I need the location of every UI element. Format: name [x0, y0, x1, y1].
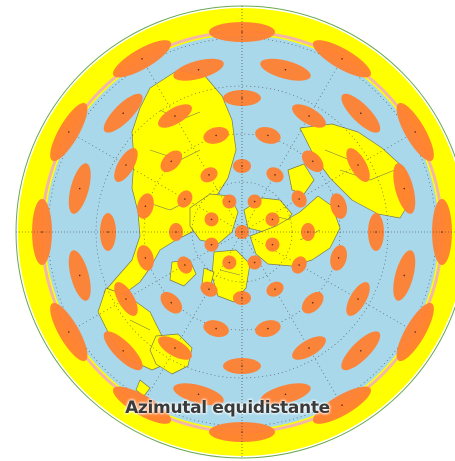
tissot-center-69 [414, 131, 417, 133]
tissot-center-15 [184, 264, 186, 266]
tissot-center-64 [41, 231, 43, 233]
central-axes [16, 6, 455, 458]
tissot-center-53 [122, 112, 125, 115]
north-america [103, 69, 237, 301]
tissot-center-6 [210, 218, 213, 221]
tissot-center-59 [414, 331, 417, 333]
tissot-center-68 [341, 57, 343, 60]
tissot-center-12 [274, 288, 276, 290]
tissot-center-55 [284, 68, 287, 71]
tissot-center-43 [241, 97, 243, 99]
tissot-center-33 [337, 205, 340, 207]
tissot-center-17 [184, 198, 186, 200]
tissot-center-40 [107, 231, 109, 233]
tissot-center-31 [267, 134, 269, 137]
map-caption: Azimutal equidistante [125, 398, 330, 418]
tissot-center-21 [298, 198, 300, 200]
tissot-center-22 [337, 257, 340, 259]
tissot-center-27 [144, 257, 147, 259]
tissot-center-32 [311, 160, 314, 163]
tissot-center-7 [228, 200, 231, 203]
tissot-center-46 [403, 274, 406, 277]
south-america [97, 287, 167, 371]
tissot-center-49 [197, 393, 200, 396]
tissot-center-48 [284, 393, 287, 396]
tissot-center-30 [215, 134, 217, 137]
tissot-center-2 [271, 243, 274, 246]
tissot-center-50 [122, 349, 125, 352]
tissot-center-5 [210, 243, 213, 246]
tissot-center-25 [215, 327, 217, 330]
tissot-center-36 [308, 347, 310, 349]
tissot-center-3 [253, 261, 256, 264]
tissot-center-41 [125, 164, 127, 166]
country-border-8 [129, 319, 151, 331]
tissot-center-28 [144, 205, 147, 207]
tissot-center-24 [267, 327, 269, 330]
tissot-center-29 [170, 160, 173, 163]
tissot-center-62 [141, 404, 143, 407]
tissot-center-57 [403, 187, 406, 190]
tissot-center-14 [208, 288, 210, 290]
tissot-center-39 [125, 298, 127, 300]
country-border-5 [339, 169, 396, 181]
tissot-center-18 [208, 174, 210, 176]
tissot-center-42 [174, 115, 176, 117]
tissot-center-51 [78, 274, 81, 277]
tissot-center-52 [78, 187, 81, 190]
tissot-center-47 [359, 349, 362, 352]
tissot-center-4 [228, 261, 231, 264]
tissot-center-8 [253, 200, 256, 203]
tissot-center-67 [241, 31, 243, 33]
arabia [287, 163, 315, 195]
tissot-center-11 [298, 264, 300, 266]
tissot-center-20 [274, 174, 276, 176]
tissot-center-63 [67, 331, 70, 333]
tissot-center-23 [311, 301, 314, 304]
tissot-center-35 [357, 298, 359, 300]
country-border-7 [219, 269, 241, 276]
country-border-6 [324, 149, 351, 161]
tissot-center-66 [141, 57, 143, 60]
tissot-center-45 [357, 164, 359, 166]
tissot-center-54 [197, 68, 200, 71]
tissot-center-60 [341, 404, 343, 407]
tissot-center-65 [67, 131, 70, 133]
tissot-center-56 [359, 112, 362, 115]
tissot-center-9 [271, 218, 274, 221]
tissot-center-26 [170, 301, 173, 304]
tissot-center-38 [174, 347, 176, 349]
tissot-center-44 [308, 115, 310, 117]
